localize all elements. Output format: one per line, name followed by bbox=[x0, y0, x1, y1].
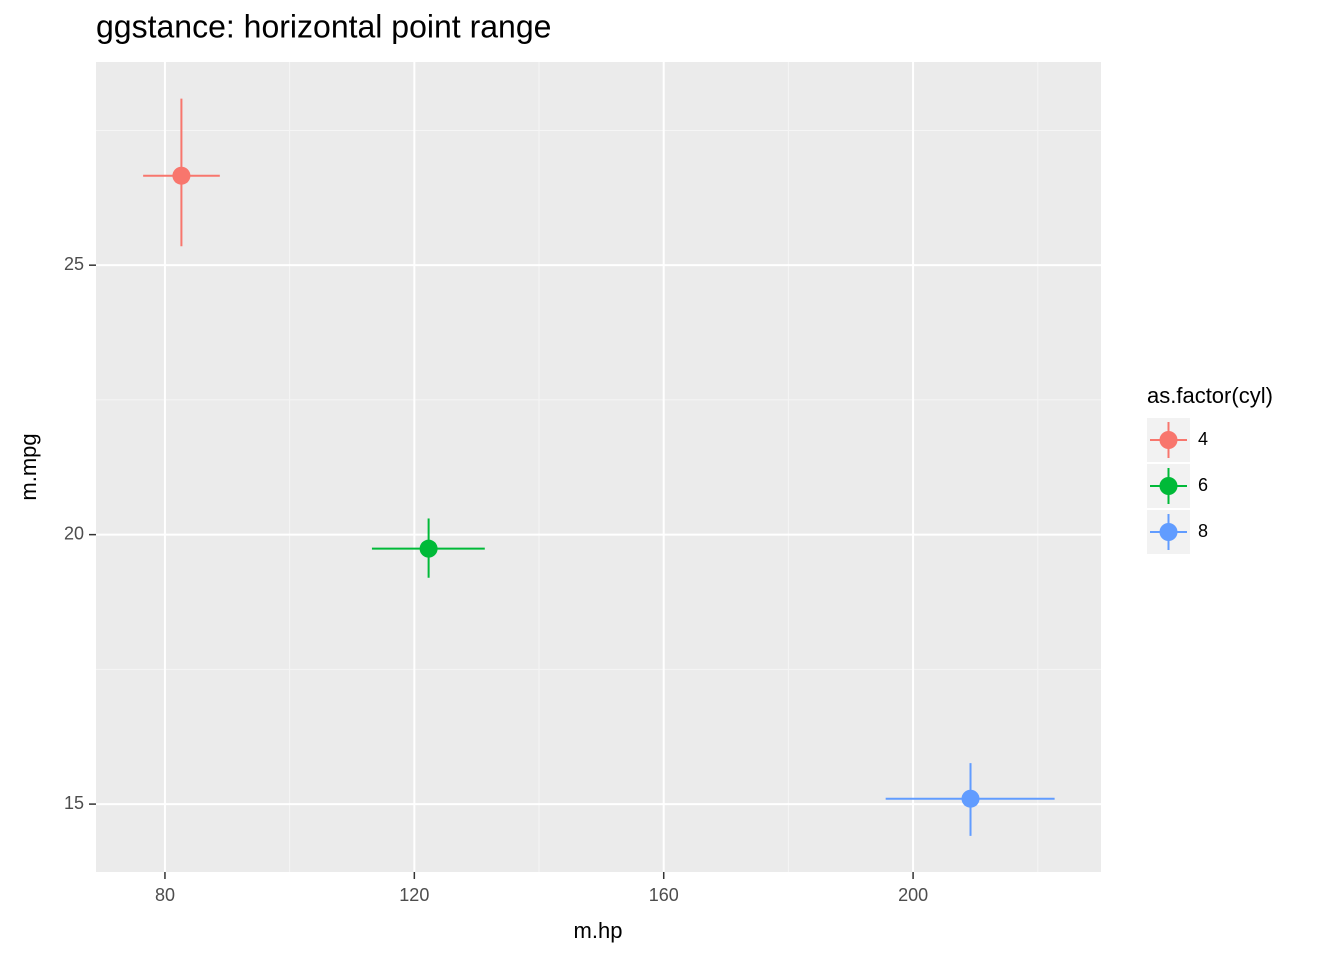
legend-key bbox=[1159, 431, 1178, 449]
y-tick-label: 20 bbox=[64, 523, 84, 543]
legend-key bbox=[1159, 523, 1178, 541]
panel bbox=[96, 62, 1101, 872]
y-tick-label: 15 bbox=[64, 793, 84, 813]
x-tick-label: 120 bbox=[399, 885, 429, 905]
legend-label: 6 bbox=[1198, 475, 1208, 495]
x-tick-label: 160 bbox=[649, 885, 679, 905]
point bbox=[419, 539, 438, 558]
x-tick-label: 80 bbox=[155, 885, 175, 905]
y-axis-title: m.mpg bbox=[16, 433, 41, 500]
x-axis-title: m.hp bbox=[574, 918, 623, 943]
x-tick-label: 200 bbox=[898, 885, 928, 905]
chart-title: ggstance: horizontal point range bbox=[96, 8, 551, 44]
legend-label: 4 bbox=[1198, 429, 1208, 449]
y-tick-label: 25 bbox=[64, 254, 84, 274]
legend-title: as.factor(cyl) bbox=[1147, 383, 1273, 408]
legend-key bbox=[1159, 477, 1178, 495]
point bbox=[172, 166, 191, 185]
legend-label: 8 bbox=[1198, 521, 1208, 541]
point bbox=[961, 789, 980, 808]
